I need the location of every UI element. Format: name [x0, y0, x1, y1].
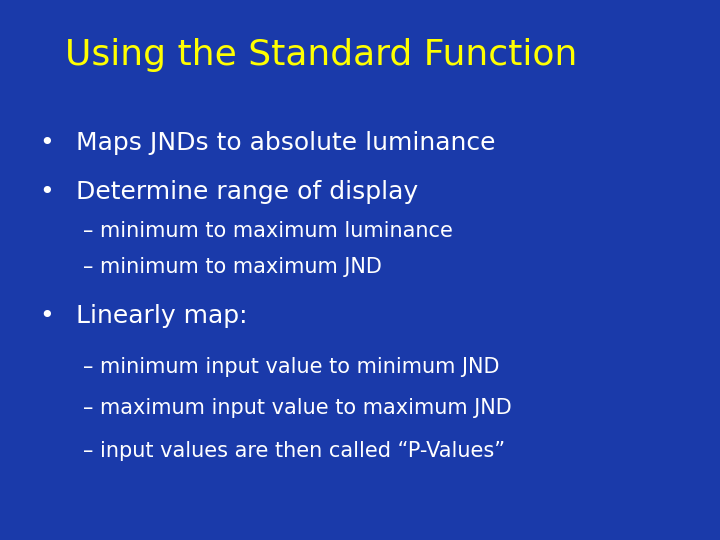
Text: •: •	[40, 180, 54, 204]
Text: Determine range of display: Determine range of display	[76, 180, 418, 204]
Text: – minimum to maximum luminance: – minimum to maximum luminance	[83, 221, 453, 241]
Text: – minimum input value to minimum JND: – minimum input value to minimum JND	[83, 357, 499, 377]
Text: Using the Standard Function: Using the Standard Function	[65, 38, 577, 72]
Text: Linearly map:: Linearly map:	[76, 304, 247, 328]
Text: – maximum input value to maximum JND: – maximum input value to maximum JND	[83, 397, 511, 418]
Text: – minimum to maximum JND: – minimum to maximum JND	[83, 257, 382, 278]
Text: •: •	[40, 304, 54, 328]
Text: •: •	[40, 131, 54, 155]
Text: Maps JNDs to absolute luminance: Maps JNDs to absolute luminance	[76, 131, 495, 155]
Text: – input values are then called “P-Values”: – input values are then called “P-Values…	[83, 441, 505, 461]
